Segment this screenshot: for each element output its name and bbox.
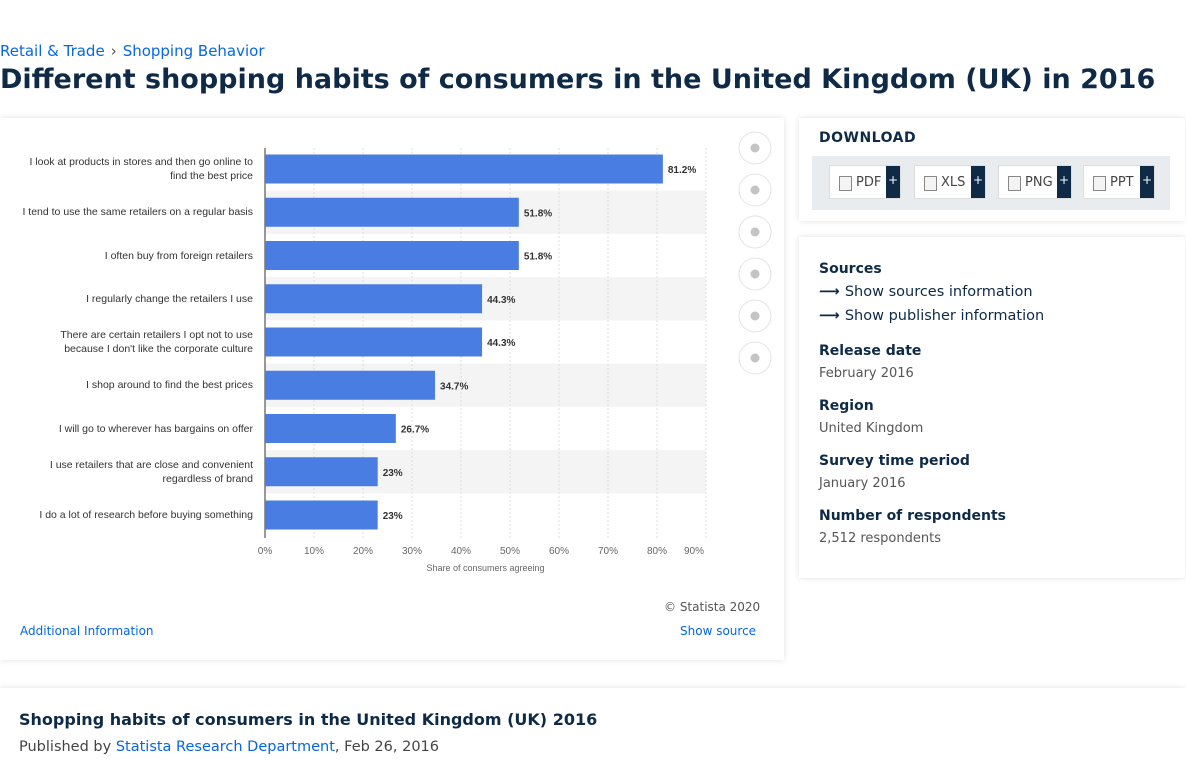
x-tick-label: 0% bbox=[258, 546, 273, 557]
crumb[interactable]: Retail & Trade bbox=[0, 42, 105, 60]
detail-value: January 2016 bbox=[819, 476, 906, 491]
value-label: 34.7% bbox=[440, 381, 468, 392]
tool-icon bbox=[750, 185, 760, 195]
category-label: I do a lot of research before buying som… bbox=[39, 509, 253, 521]
value-label: 23% bbox=[383, 468, 403, 479]
show-source[interactable]: Show source bbox=[680, 624, 757, 638]
bar bbox=[265, 154, 663, 184]
published-by: Published by bbox=[19, 739, 112, 755]
detail-label: Region bbox=[819, 398, 874, 414]
published-line: Published by Statista Research Departmen… bbox=[19, 739, 439, 755]
page-title: Different shopping habits of consumers i… bbox=[0, 64, 1156, 95]
credit: © Statista 2020 bbox=[664, 600, 761, 614]
download-button[interactable]: PPT bbox=[1083, 165, 1155, 199]
value-label: 81.2% bbox=[668, 165, 696, 176]
x-tick-label: 10% bbox=[304, 546, 324, 557]
detail-value: 2,512 respondents bbox=[819, 531, 941, 546]
category-label: I look at products in stores and then go… bbox=[29, 156, 253, 182]
chart: 0% 10% 20% 30% 40% 50% 60% 70% 80% 90% Share of co… bbox=[258, 131, 772, 573]
additional-info[interactable]: Additional Information bbox=[20, 624, 154, 638]
crumb[interactable]: Shopping Behavior bbox=[105, 42, 265, 60]
value-label: 26.7% bbox=[401, 425, 429, 436]
tool-icon bbox=[750, 311, 760, 321]
x-tick-label: 70% bbox=[598, 546, 618, 557]
breadcrumb: Retail & TradeShopping Behavior bbox=[0, 42, 265, 60]
bar bbox=[265, 197, 519, 227]
category-label: There are certain retailers I opt not to… bbox=[60, 329, 253, 355]
sources-title: Sources bbox=[819, 261, 882, 277]
detail-label: Release date bbox=[819, 343, 922, 359]
tool-icon bbox=[750, 269, 760, 279]
download-button[interactable]: PNG bbox=[998, 165, 1072, 199]
related-title: Shopping habits of consumers in the Unit… bbox=[19, 710, 598, 729]
tool-icon bbox=[750, 353, 760, 363]
download-title: DOWNLOAD bbox=[819, 130, 917, 146]
author-link[interactable]: Statista Research Department bbox=[115, 739, 335, 755]
related-card: Shopping habits of consumers in the Unit… bbox=[0, 688, 1186, 760]
x-tick-label: 60% bbox=[549, 546, 569, 557]
x-axis-label: Share of consumers agreeing bbox=[426, 563, 544, 573]
download-card: DOWNLOAD PDF XLS PNG PPT bbox=[799, 118, 1185, 221]
value-label: 51.8% bbox=[524, 252, 552, 263]
bar bbox=[265, 414, 396, 443]
category-label: I use retailers that are close and conve… bbox=[49, 458, 253, 485]
detail-label: Number of respondents bbox=[819, 508, 1006, 524]
bar bbox=[265, 241, 519, 270]
x-tick-label: 30% bbox=[402, 546, 422, 557]
detail-label: Survey time period bbox=[819, 453, 970, 469]
value-label: 44.3% bbox=[487, 338, 515, 349]
bar bbox=[265, 500, 378, 530]
category-label: I will go to wherever has bargains on of… bbox=[58, 422, 253, 435]
publisher-link[interactable]: Show publisher information bbox=[819, 308, 1044, 324]
value-label: 23% bbox=[383, 511, 403, 522]
tool-icon bbox=[750, 227, 760, 237]
detail-value: February 2016 bbox=[819, 366, 914, 381]
bar bbox=[265, 370, 436, 400]
value-label: 44.3% bbox=[487, 295, 515, 306]
value-label: 51.8% bbox=[524, 208, 552, 219]
bar bbox=[265, 284, 483, 314]
details-card: Sources Show sources information Show pu… bbox=[799, 237, 1185, 578]
bar bbox=[265, 457, 378, 487]
x-tick-label: 50% bbox=[500, 546, 520, 557]
category-label: I tend to use the same retailers on a re… bbox=[22, 206, 253, 219]
tool-icon bbox=[750, 143, 760, 153]
sources-link[interactable]: Show sources information bbox=[819, 284, 1033, 300]
x-tick-label: 80% bbox=[647, 546, 667, 557]
x-tick-label: 90% bbox=[684, 546, 704, 557]
category-label: I regularly change the retailers I use bbox=[86, 292, 253, 305]
download-button[interactable]: PDF bbox=[829, 165, 901, 199]
x-tick-label: 40% bbox=[451, 546, 471, 557]
bar bbox=[265, 327, 483, 357]
x-tick-label: 20% bbox=[353, 546, 373, 557]
category-label: I often buy from foreign retailers bbox=[104, 249, 253, 262]
download-button[interactable]: XLS bbox=[914, 165, 986, 199]
detail-value: United Kingdom bbox=[819, 421, 924, 436]
chart-card: 0% 10% 20% 30% 40% 50% 60% 70% 80% 90% Share of co… bbox=[0, 118, 784, 660]
category-label: I shop around to find the best prices bbox=[86, 379, 253, 392]
publish-date: Feb 26, 2016 bbox=[335, 739, 439, 755]
